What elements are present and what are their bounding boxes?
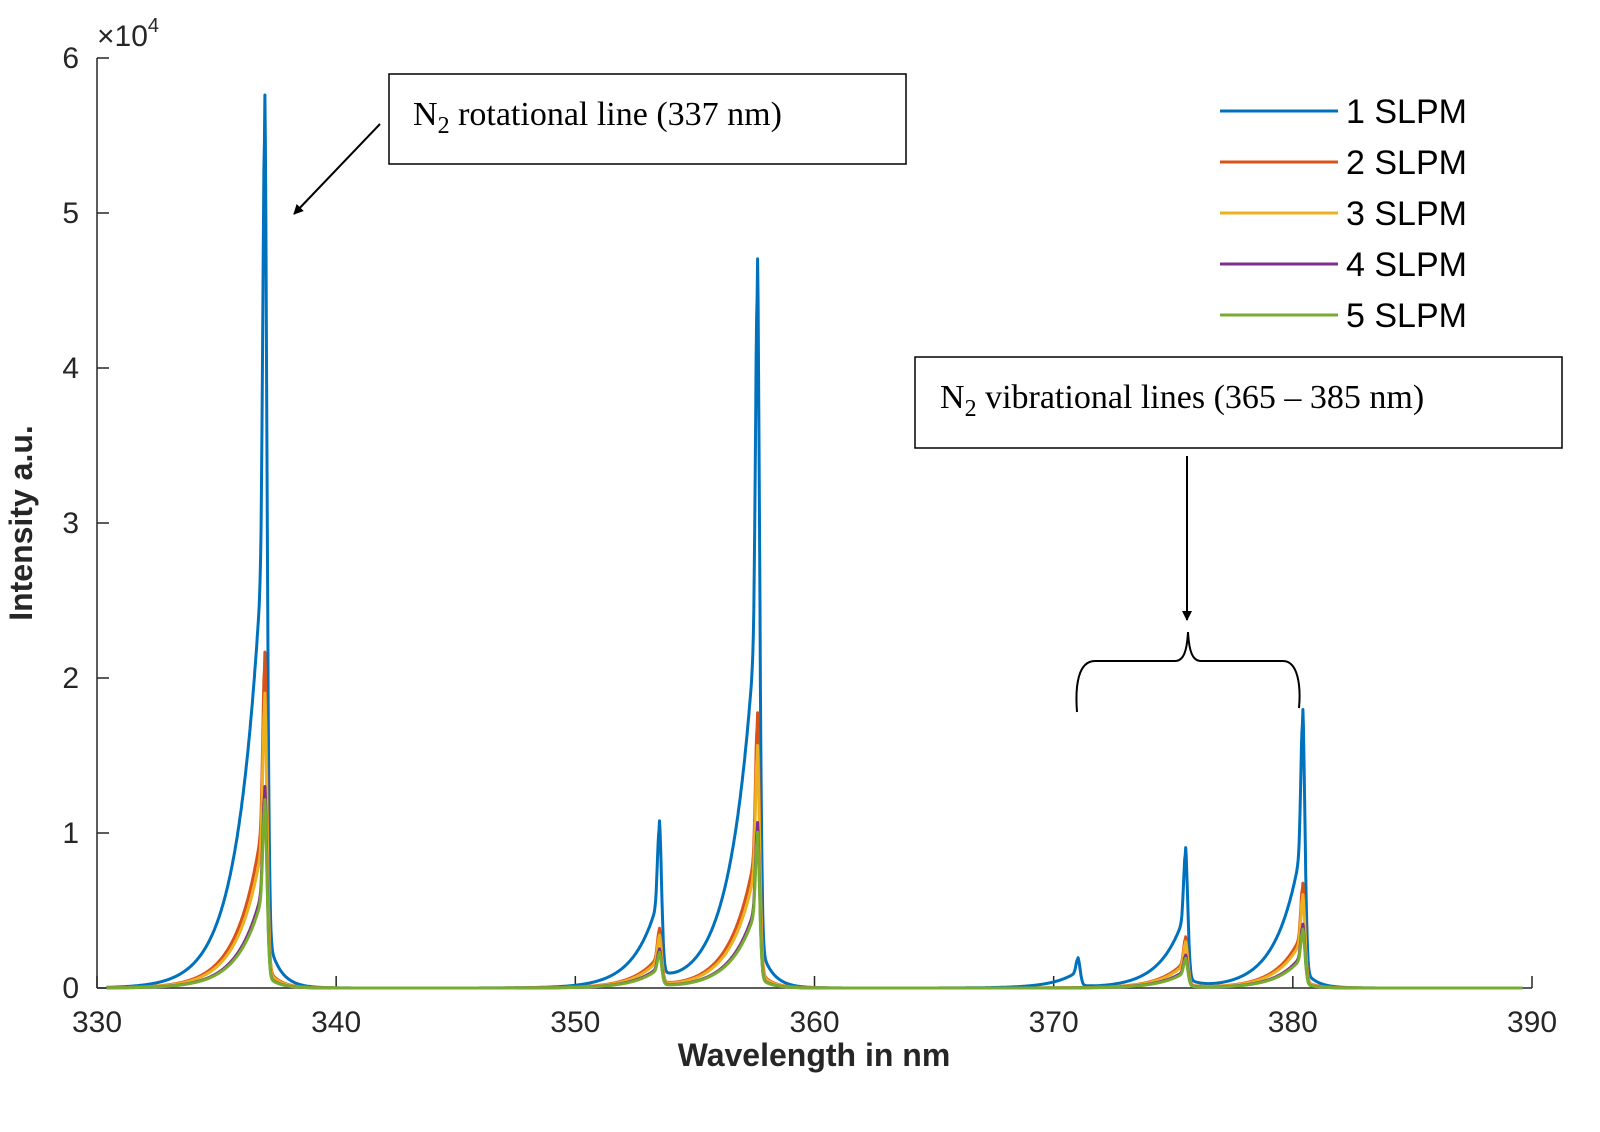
y-axis-multiplier: ×104 — [97, 15, 159, 53]
legend: 1 SLPM 2 SLPM 3 SLPM 4 SLPM 5 SLPM — [1220, 93, 1467, 335]
y-tick-label: 4 — [62, 352, 79, 385]
x-tick-label: 350 — [550, 1006, 600, 1039]
series-lines — [105, 93, 1524, 990]
y-tick-label: 2 — [62, 662, 79, 695]
y-tick-label: 6 — [62, 42, 79, 75]
legend-label: 5 SLPM — [1346, 297, 1467, 335]
legend-label: 4 SLPM — [1346, 246, 1467, 284]
x-axis-title: Wavelength in nm — [678, 1037, 951, 1073]
vibrational-annotation-brace — [1075, 631, 1301, 713]
x-ticks: 330 340 350 360 370 380 390 — [72, 976, 1557, 1039]
x-tick-label: 330 — [72, 1006, 122, 1039]
series-line-5 — [105, 798, 1524, 990]
x-tick-label: 360 — [789, 1006, 839, 1039]
vibrational-annotation-sub: 2 — [965, 396, 977, 422]
x-tick-label: 390 — [1507, 1006, 1557, 1039]
y-multiplier-exponent: 4 — [148, 15, 159, 37]
rotational-line-annotation: N2 rotational line (337 nm) — [293, 73, 907, 215]
y-tick-label: 3 — [62, 507, 79, 540]
legend-label: 2 SLPM — [1346, 144, 1467, 182]
rotational-annotation-arrow — [293, 123, 381, 215]
vibrational-annotation-rest: vibrational lines (365 – 385 nm) — [977, 379, 1425, 416]
series-line-4 — [105, 785, 1524, 990]
rotational-annotation-box — [388, 73, 907, 165]
y-multiplier-base: ×10 — [97, 20, 148, 53]
rotational-annotation-rest: rotational line (337 nm) — [450, 96, 782, 133]
y-tick-label: 5 — [62, 197, 79, 230]
series-line-1 — [105, 93, 1524, 990]
rotational-annotation-text: N2 rotational line (337 nm) — [413, 96, 782, 139]
legend-label: 3 SLPM — [1346, 195, 1467, 233]
axes — [96, 58, 1532, 989]
vibrational-annotation-n: N — [940, 379, 965, 416]
y-ticks: 0 1 2 3 4 5 6 — [62, 42, 109, 1005]
vibrational-annotation-text: N2 vibrational lines (365 – 385 nm) — [940, 379, 1424, 422]
legend-label: 1 SLPM — [1346, 93, 1467, 131]
y-axis-title: Intensity a.u. — [3, 425, 39, 621]
x-tick-label: 340 — [311, 1006, 361, 1039]
y-tick-label: 0 — [62, 972, 79, 1005]
x-tick-label: 380 — [1268, 1006, 1318, 1039]
series-line-2 — [105, 650, 1524, 990]
x-tick-label: 370 — [1029, 1006, 1079, 1039]
rotational-annotation-sub: 2 — [438, 113, 450, 139]
vibrational-lines-annotation: N2 vibrational lines (365 – 385 nm) — [914, 356, 1563, 713]
rotational-annotation-n: N — [413, 96, 438, 133]
series-line-3 — [105, 691, 1524, 990]
vibrational-annotation-box — [914, 356, 1563, 449]
y-tick-label: 1 — [62, 817, 79, 850]
